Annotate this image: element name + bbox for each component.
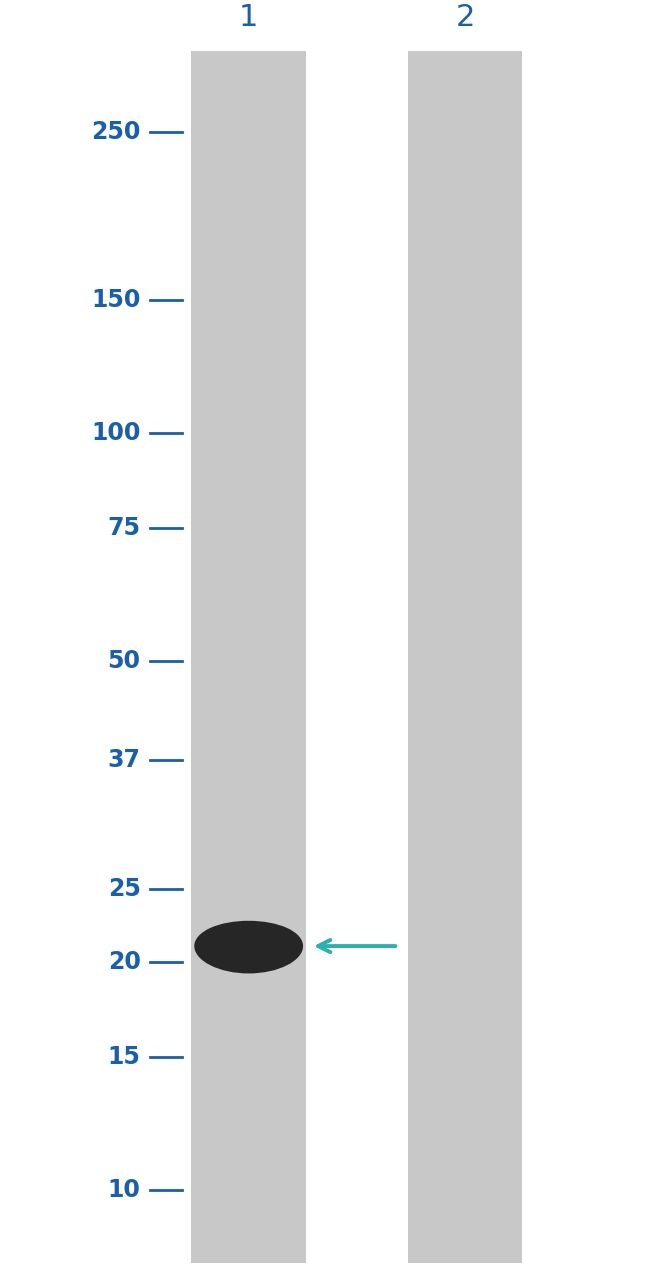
Text: 37: 37 bbox=[107, 748, 140, 772]
Text: 10: 10 bbox=[108, 1177, 140, 1201]
Text: 1: 1 bbox=[239, 4, 258, 32]
Text: 250: 250 bbox=[91, 121, 140, 145]
Text: 50: 50 bbox=[107, 649, 140, 673]
Text: 100: 100 bbox=[91, 422, 140, 446]
Text: 20: 20 bbox=[108, 950, 140, 974]
Text: 15: 15 bbox=[108, 1045, 140, 1068]
Text: 150: 150 bbox=[91, 288, 140, 312]
Text: 2: 2 bbox=[455, 4, 474, 32]
Ellipse shape bbox=[194, 921, 303, 973]
Text: 25: 25 bbox=[108, 876, 140, 900]
Bar bbox=[408, 51, 522, 1264]
Bar bbox=[191, 51, 306, 1264]
Text: 75: 75 bbox=[107, 516, 140, 540]
